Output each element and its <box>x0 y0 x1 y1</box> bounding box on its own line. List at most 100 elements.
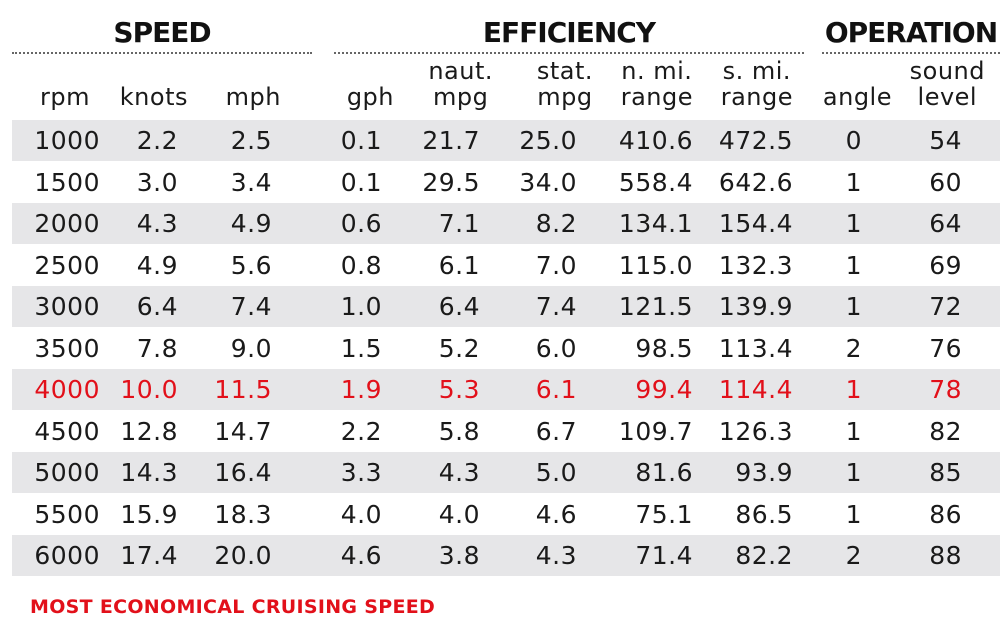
table-row: 5500 15.9 18.3 4.0 4.0 4.6 75.1 86.5 1 86 <box>12 494 1000 535</box>
cell-n-range: 115.0 <box>618 250 693 280</box>
cell-angle: 1 <box>845 416 862 446</box>
cell-sound: 54 <box>929 126 962 155</box>
cell-knots: 2.2 <box>136 126 178 155</box>
cell-gph: 3.3 <box>340 458 382 487</box>
column-header-line: gph <box>346 83 394 111</box>
cell-rpm: 6000 <box>34 541 100 570</box>
cell-s-range: 113.4 <box>718 333 793 363</box>
cell-knots: 4.9 <box>136 250 178 280</box>
cell-angle: 1 <box>845 250 862 280</box>
group-rule-operation <box>822 52 1000 54</box>
cell-knots: 10.0 <box>120 375 178 404</box>
column-header-line: mph <box>225 83 281 111</box>
cell-n-range: 558.4 <box>618 167 693 197</box>
column-header-knots: knots <box>120 84 188 110</box>
cell-knots: 12.8 <box>120 416 178 446</box>
cell-stat-mpg: 25.0 <box>519 126 577 155</box>
cell-mph: 7.4 <box>230 292 272 321</box>
column-header-line: level <box>917 83 978 111</box>
cell-rpm: 3000 <box>34 292 100 321</box>
cell-mph: 11.5 <box>214 375 272 404</box>
cell-rpm: 1000 <box>34 126 100 155</box>
cell-s-range: 139.9 <box>718 292 793 321</box>
cell-knots: 3.0 <box>136 167 178 197</box>
cell-gph: 4.0 <box>340 499 382 529</box>
cell-n-range: 99.4 <box>635 375 693 404</box>
column-header-n-range: n. mi. range <box>621 58 693 110</box>
cell-n-range: 98.5 <box>635 333 693 363</box>
cell-mph: 14.7 <box>214 416 272 446</box>
column-header-naut-mpg: naut. mpg <box>428 58 493 110</box>
cell-s-range: 86.5 <box>735 499 793 529</box>
cell-stat-mpg: 6.0 <box>535 333 577 363</box>
cell-rpm: 4000 <box>34 375 100 404</box>
cell-mph: 3.4 <box>230 167 272 197</box>
cell-sound: 76 <box>929 333 962 363</box>
cell-angle: 2 <box>845 541 862 570</box>
column-header-s-range: s. mi. range <box>721 58 793 110</box>
cell-stat-mpg: 6.1 <box>535 375 577 404</box>
column-header-line: range <box>720 83 793 111</box>
group-title-speed: SPEED <box>113 16 211 49</box>
cell-n-range: 109.7 <box>618 416 693 446</box>
cell-stat-mpg: 7.4 <box>535 292 577 321</box>
group-title-efficiency: EFFICIENCY <box>482 16 656 49</box>
column-header-line: mpg <box>432 83 489 111</box>
cell-stat-mpg: 4.6 <box>535 499 577 529</box>
cell-sound: 82 <box>929 416 962 446</box>
cell-rpm: 5000 <box>34 458 100 487</box>
cell-gph: 1.0 <box>340 292 382 321</box>
cell-knots: 7.8 <box>136 333 178 363</box>
cell-rpm: 4500 <box>34 416 100 446</box>
column-header-stat-mpg: stat. mpg <box>537 58 593 110</box>
column-header-angle: angle <box>823 84 892 110</box>
table-row: 3000 6.4 7.4 1.0 6.4 7.4 121.5 139.9 1 72 <box>12 286 1000 327</box>
cell-stat-mpg: 34.0 <box>519 167 577 197</box>
table-row: 1000 2.2 2.5 0.1 21.7 25.0 410.6 472.5 0 54 <box>12 120 1000 161</box>
cell-mph: 18.3 <box>214 499 272 529</box>
cell-n-range: 75.1 <box>635 499 693 529</box>
cell-sound: 72 <box>929 292 962 321</box>
cell-naut-mpg: 29.5 <box>422 167 480 197</box>
cell-knots: 6.4 <box>136 292 178 321</box>
cell-sound: 86 <box>929 499 962 529</box>
cell-gph: 4.6 <box>340 541 382 570</box>
cell-rpm: 1500 <box>34 167 100 197</box>
cell-s-range: 132.3 <box>718 250 793 280</box>
cell-angle: 1 <box>845 499 862 529</box>
cell-angle: 1 <box>845 209 862 238</box>
cell-rpm: 2000 <box>34 209 100 238</box>
cell-knots: 14.3 <box>120 458 178 487</box>
cell-gph: 0.6 <box>340 209 382 238</box>
cell-s-range: 126.3 <box>718 416 793 446</box>
table-row: 3500 7.8 9.0 1.5 5.2 6.0 98.5 113.4 2 76 <box>12 328 1000 369</box>
cell-sound: 64 <box>929 209 962 238</box>
cell-n-range: 410.6 <box>618 126 693 155</box>
column-header-line: rpm <box>40 83 90 111</box>
cell-naut-mpg: 6.1 <box>438 250 480 280</box>
cell-n-range: 71.4 <box>635 541 693 570</box>
cell-gph: 0.8 <box>340 250 382 280</box>
group-rule-efficiency <box>334 52 804 54</box>
cell-mph: 5.6 <box>230 250 272 280</box>
cell-mph: 2.5 <box>230 126 272 155</box>
cell-gph: 1.9 <box>340 375 382 404</box>
cell-angle: 1 <box>845 167 862 197</box>
cell-stat-mpg: 6.7 <box>535 416 577 446</box>
cell-knots: 15.9 <box>120 499 178 529</box>
cell-angle: 1 <box>845 292 862 321</box>
cell-angle: 2 <box>845 333 862 363</box>
group-rule-speed <box>12 52 312 54</box>
table-row: 5000 14.3 16.4 3.3 4.3 5.0 81.6 93.9 1 85 <box>12 452 1000 493</box>
cell-mph: 16.4 <box>214 458 272 487</box>
cell-naut-mpg: 4.0 <box>438 499 480 529</box>
column-header-gph: gph <box>347 84 394 110</box>
cell-sound: 78 <box>929 375 962 404</box>
column-header-line: n. mi. <box>621 57 693 85</box>
table-row: 6000 17.4 20.0 4.6 3.8 4.3 71.4 82.2 2 88 <box>12 535 1000 576</box>
cell-mph: 4.9 <box>230 209 272 238</box>
cell-naut-mpg: 3.8 <box>438 541 480 570</box>
group-title-operation: OPERATION <box>824 16 998 49</box>
cell-mph: 9.0 <box>230 333 272 363</box>
cell-n-range: 134.1 <box>618 209 693 238</box>
